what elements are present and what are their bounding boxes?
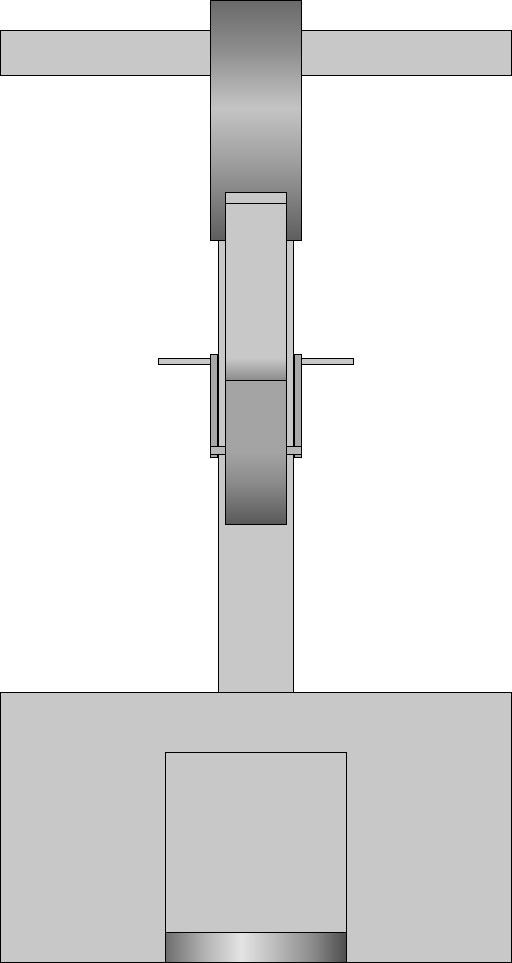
pivot-pin-left [158, 358, 212, 365]
base-housing [165, 752, 347, 963]
bottom-roller-cylinder [165, 932, 347, 963]
bracket-lip-right [286, 446, 302, 455]
bracket-plate-left [210, 354, 218, 458]
connecting-link-cap [225, 192, 287, 204]
pivot-pin-right [300, 358, 354, 365]
connecting-link-upper [225, 192, 287, 382]
bracket-plate-right [294, 354, 302, 458]
connecting-link-lower [225, 380, 287, 525]
bracket-lip-left [210, 446, 226, 455]
